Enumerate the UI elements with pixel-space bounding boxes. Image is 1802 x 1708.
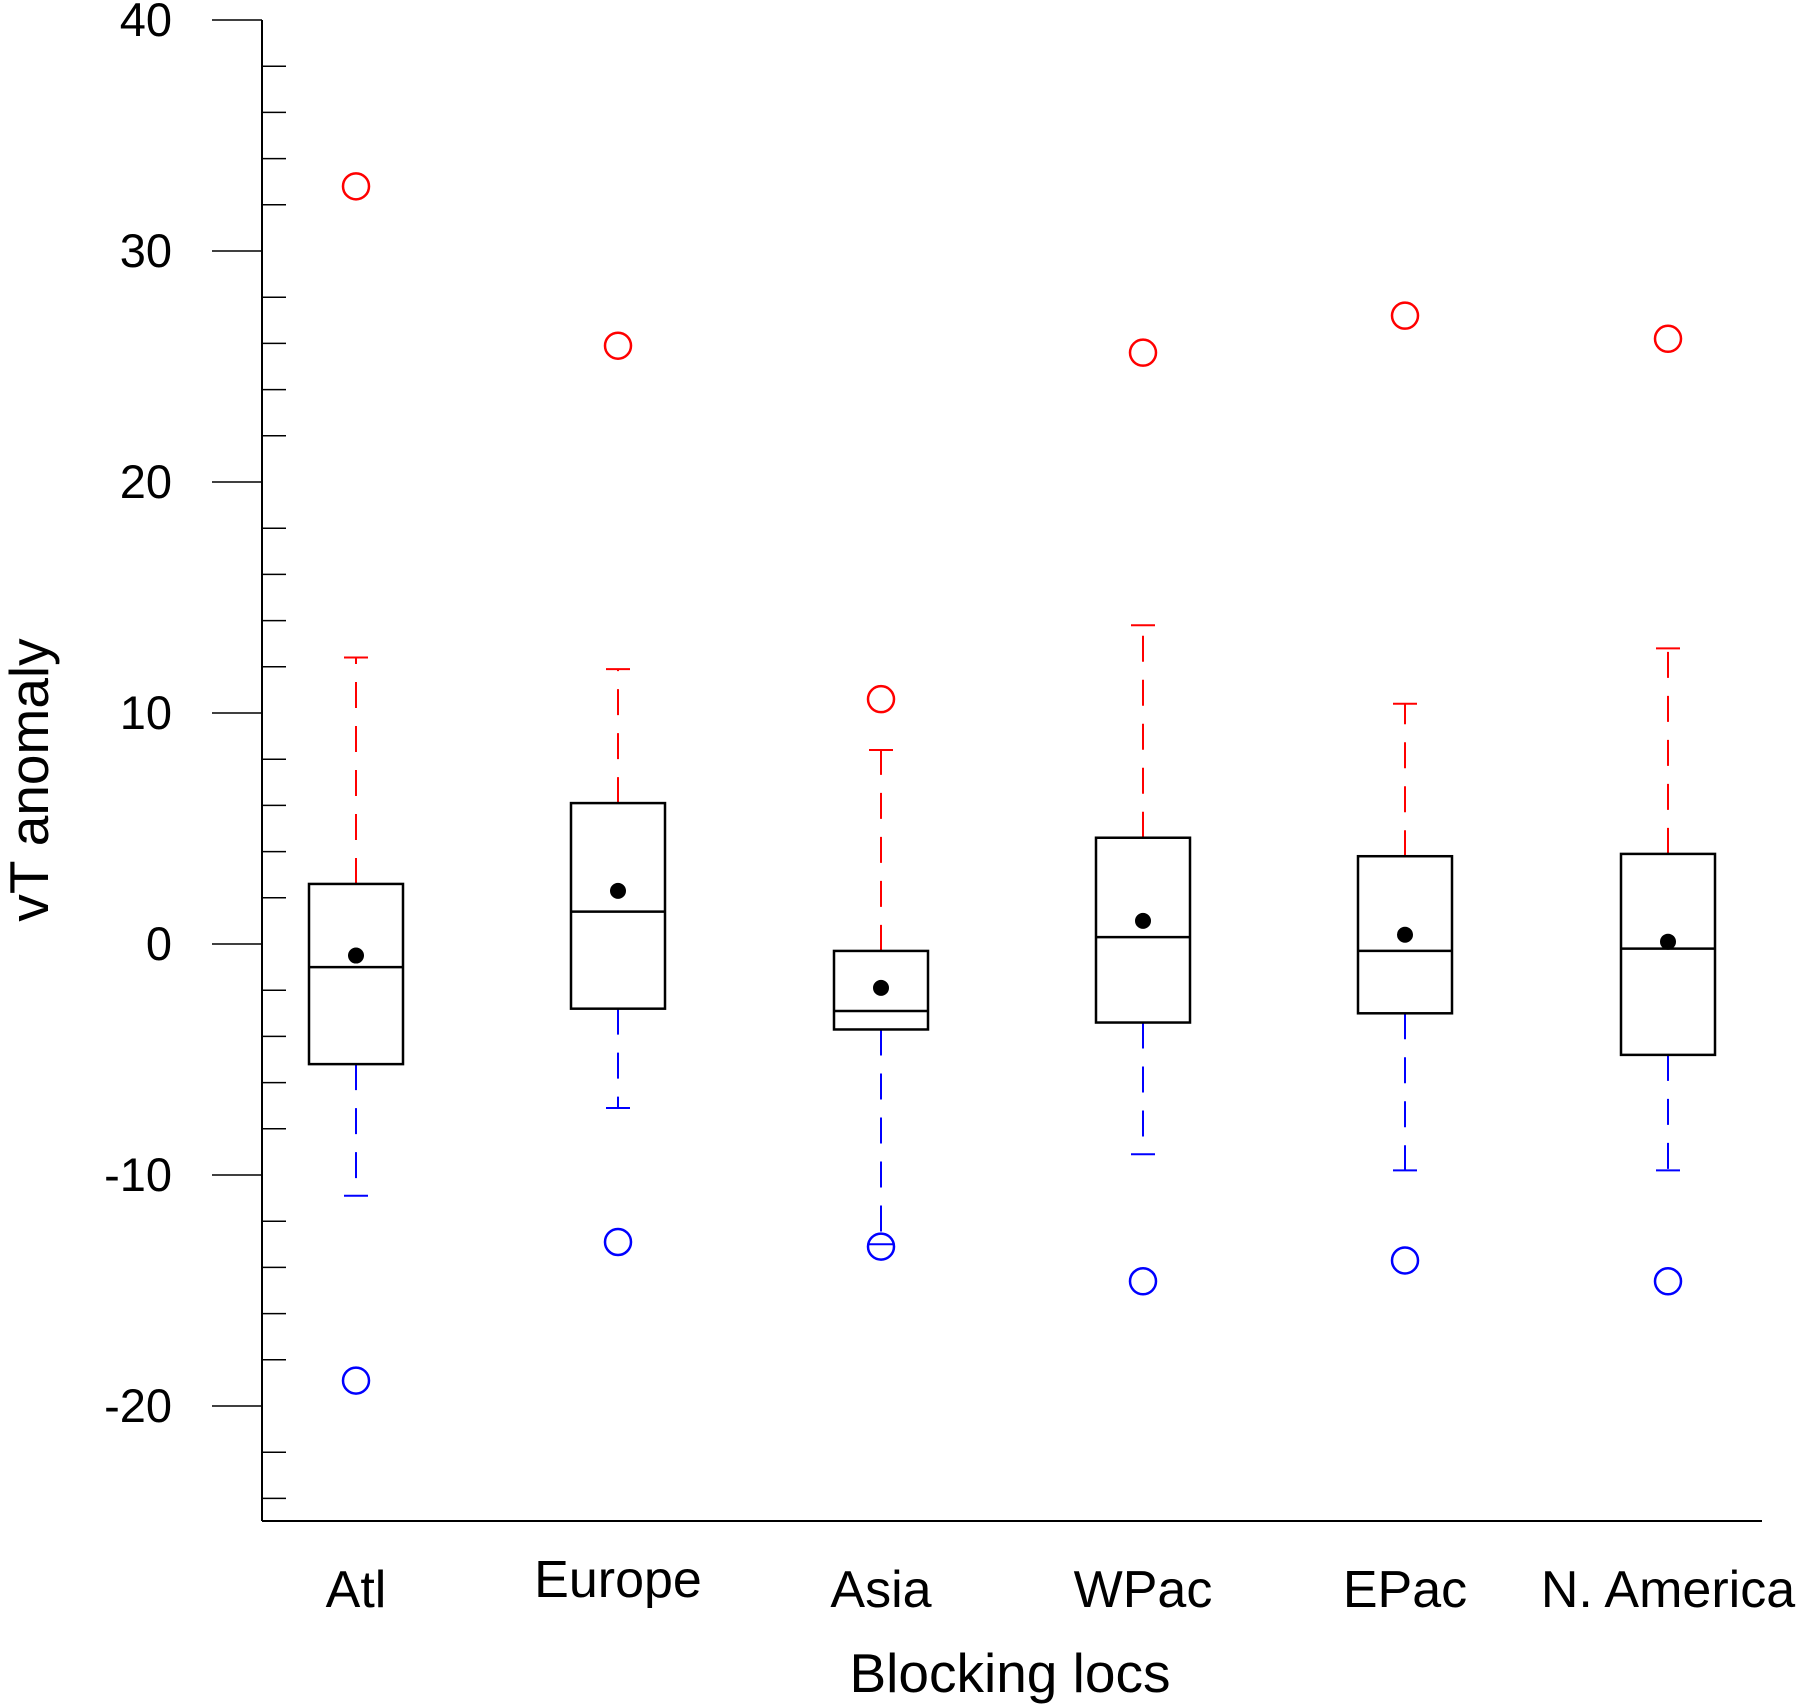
outlier-low xyxy=(1653,1267,1683,1296)
outlier-high xyxy=(1128,338,1158,367)
y-tick-label: -10 xyxy=(104,1148,172,1201)
mean-point xyxy=(873,979,889,996)
mean-point xyxy=(348,947,364,964)
box-group xyxy=(1356,301,1454,1275)
y-tick-label: 0 xyxy=(146,917,172,970)
y-tick-label: 30 xyxy=(120,224,172,277)
outlier-low xyxy=(603,1227,633,1257)
box-iqr xyxy=(1356,854,1454,1015)
y-tick-label: -20 xyxy=(104,1379,172,1432)
box-iqr xyxy=(1094,836,1192,1024)
box-iqr xyxy=(307,882,405,1066)
box-group xyxy=(569,331,667,1257)
outlier-high xyxy=(603,331,633,360)
mean-point xyxy=(1135,912,1151,929)
box-iqr xyxy=(569,801,667,1010)
box-group xyxy=(832,684,930,1261)
box-group xyxy=(307,172,405,1395)
category-label: Asia xyxy=(830,1561,931,1619)
mean-point xyxy=(610,882,626,899)
box-group xyxy=(1094,338,1192,1296)
y-tick-label: 20 xyxy=(120,455,172,508)
y-axis-title: vT anomaly xyxy=(0,638,60,922)
mean-point xyxy=(1397,926,1413,943)
outlier-high xyxy=(1653,324,1683,354)
category-label: Europe xyxy=(534,1551,702,1609)
box-group xyxy=(1619,324,1717,1296)
y-tick-label: 40 xyxy=(120,0,172,46)
box-iqr xyxy=(1619,852,1717,1057)
outlier-low xyxy=(341,1366,371,1395)
category-label: EPac xyxy=(1343,1561,1467,1619)
outlier-low xyxy=(866,1232,896,1261)
category-labels: Atl Europe Asia WPac EPac N. America xyxy=(326,1551,1796,1619)
y-ticks: -20 -10 0 10 20 30 40 xyxy=(104,0,286,1500)
mean-point xyxy=(1660,933,1676,950)
outlier-low xyxy=(1128,1267,1158,1296)
outlier-high xyxy=(341,172,371,201)
category-label: Atl xyxy=(326,1561,387,1619)
category-label: WPac xyxy=(1074,1561,1213,1619)
axes xyxy=(261,20,1762,1522)
outlier-high xyxy=(1390,301,1420,330)
boxes xyxy=(307,172,1717,1395)
y-tick-label: 10 xyxy=(120,686,172,739)
box-iqr xyxy=(832,949,930,1031)
category-label: N. America xyxy=(1541,1561,1795,1619)
outlier-high xyxy=(866,684,896,714)
x-axis-title: Blocking locs xyxy=(850,1642,1171,1704)
outlier-low xyxy=(1390,1246,1420,1275)
